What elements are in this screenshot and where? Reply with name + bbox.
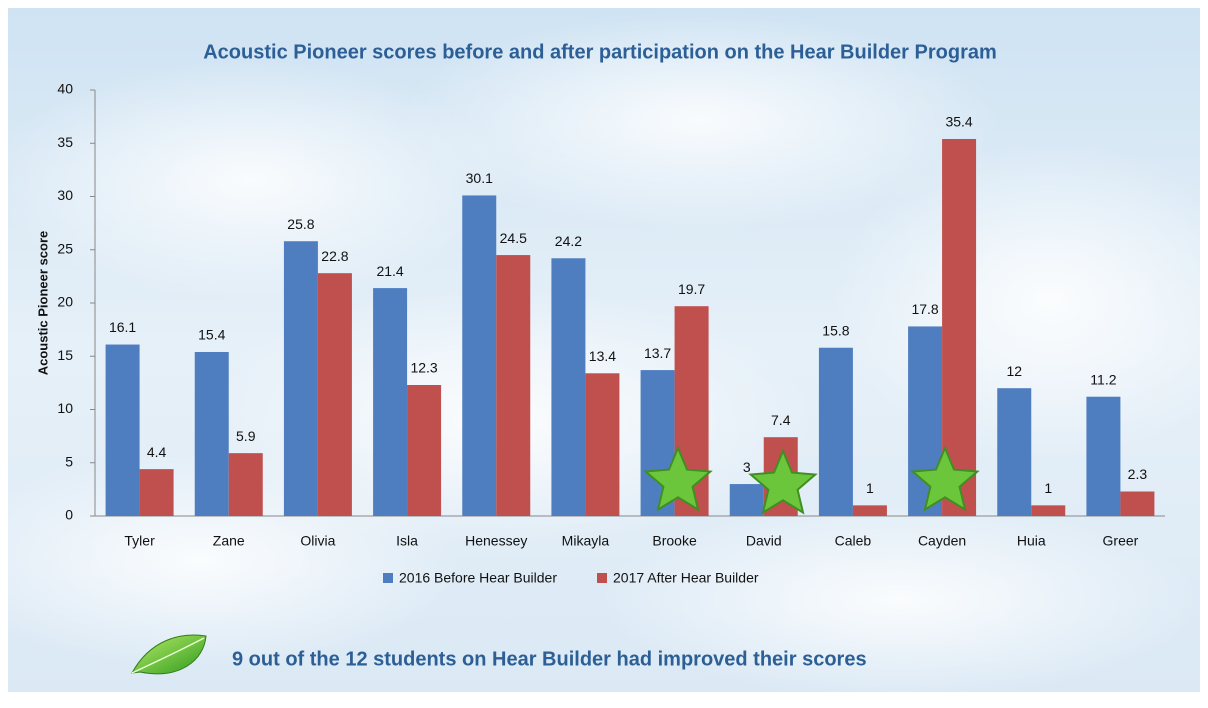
y-tick-label: 40: [57, 81, 73, 97]
value-label: 35.4: [945, 114, 972, 130]
x-tick-label: Mikayla: [562, 533, 610, 549]
value-label: 3: [743, 459, 751, 475]
bar: [317, 273, 352, 516]
x-tick-label: Tyler: [124, 533, 155, 549]
star-icon: [910, 445, 980, 512]
x-tick-label: Greer: [1103, 533, 1139, 549]
y-tick-label: 25: [57, 240, 73, 256]
value-label: 13.7: [644, 345, 671, 361]
value-label: 15.8: [822, 322, 849, 338]
value-label: 30.1: [466, 170, 493, 186]
x-tick-label: Brooke: [652, 533, 697, 549]
bar: [228, 453, 263, 516]
value-label: 12: [1006, 363, 1022, 379]
value-label: 25.8: [287, 216, 314, 232]
x-tick-label: Zane: [213, 533, 245, 549]
legend-label: 2016 Before Hear Builder: [399, 570, 557, 586]
value-label: 24.2: [555, 233, 582, 249]
value-label: 4.4: [147, 444, 167, 460]
y-tick-label: 15: [57, 347, 73, 363]
value-label: 15.4: [198, 327, 225, 343]
bar: [1120, 491, 1155, 516]
value-label: 16.1: [109, 319, 136, 335]
y-tick-label: 0: [65, 507, 73, 523]
x-tick-label: Cayden: [918, 533, 966, 549]
x-tick-label: Olivia: [300, 533, 335, 549]
bar: [105, 344, 140, 516]
star-icon: [748, 448, 818, 515]
bar: [729, 484, 764, 516]
bar: [139, 469, 174, 516]
bar: [551, 258, 586, 516]
x-tick-label: Henessey: [465, 533, 527, 549]
bar: [852, 505, 887, 516]
value-label: 19.7: [678, 281, 705, 297]
value-label: 5.9: [236, 428, 256, 444]
x-tick-label: David: [746, 533, 782, 549]
bar: [585, 373, 620, 516]
y-tick-label: 35: [57, 134, 73, 150]
y-tick-label: 5: [65, 453, 73, 469]
y-axis-label: Acoustic Pioneer score: [35, 231, 50, 376]
x-tick-label: Huia: [1017, 533, 1046, 549]
bar: [1086, 396, 1121, 516]
value-label: 2.3: [1128, 466, 1148, 482]
bar: [1031, 505, 1066, 516]
bar: [462, 195, 497, 516]
x-tick-label: Isla: [396, 533, 418, 549]
bar: [407, 385, 442, 516]
legend-swatch: [383, 573, 393, 583]
value-label: 1: [866, 480, 874, 496]
x-tick-label: Caleb: [835, 533, 872, 549]
legend-swatch: [597, 573, 607, 583]
value-label: 21.4: [376, 263, 403, 279]
y-tick-label: 10: [57, 400, 73, 416]
value-label: 11.2: [1090, 371, 1116, 387]
chart-title: Acoustic Pioneer scores before and after…: [203, 41, 997, 63]
value-label: 12.3: [410, 360, 437, 376]
star-icon: [643, 445, 713, 512]
bar: [997, 388, 1032, 516]
bar: [194, 351, 229, 516]
value-label: 22.8: [321, 248, 348, 264]
value-label: 17.8: [911, 301, 938, 317]
leaf-icon: [131, 634, 207, 675]
bar: [496, 255, 531, 516]
annotation: 9 out of the 12 students on Hear Builder…: [232, 648, 867, 670]
value-label: 13.4: [589, 348, 616, 364]
value-label: 1: [1044, 480, 1052, 496]
value-label: 7.4: [771, 412, 791, 428]
value-label: 24.5: [500, 230, 527, 246]
bar: [373, 288, 408, 516]
y-tick-label: 20: [57, 294, 73, 310]
bar: [283, 241, 318, 517]
bar: [818, 347, 853, 516]
legend-label: 2017 After Hear Builder: [613, 570, 759, 586]
y-tick-label: 30: [57, 187, 73, 203]
